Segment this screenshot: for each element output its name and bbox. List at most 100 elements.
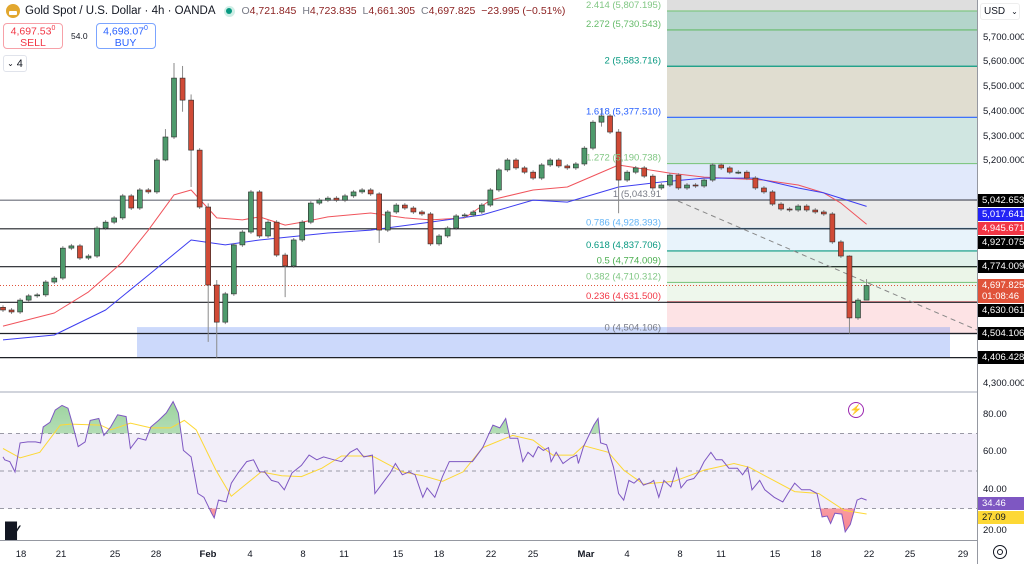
time-tick-label: 18 [433, 549, 445, 560]
candle-body [504, 159, 511, 171]
candle-body [85, 255, 92, 259]
time-tick-label: 29 [957, 549, 969, 560]
time-axis[interactable]: 18 21 25 28 Feb 4 8 11 15 18 22 25 Mar 4 8 11 15 18 22 25 29 [0, 540, 977, 565]
candle [162, 129, 169, 162]
symbol-name[interactable]: Gold Spot [25, 5, 77, 17]
time-tick-label: Feb [199, 549, 217, 560]
candle-body [538, 164, 545, 179]
price-badge-value: 4,630.061 [982, 305, 1024, 317]
candle-body [102, 221, 109, 229]
candle-body [769, 191, 776, 205]
high-label: H [302, 5, 310, 17]
candle [410, 206, 417, 214]
candle-body [838, 241, 844, 257]
time-tick-label: 8 [300, 549, 306, 560]
candle-body [350, 191, 357, 197]
candle [205, 203, 211, 342]
time-tick-label: 25 [527, 549, 539, 560]
fib-zone [667, 117, 977, 164]
fib-zone [667, 301, 977, 334]
candle [188, 94, 194, 187]
price-badge: 4,927.075 [978, 235, 1024, 249]
candle-body [530, 171, 536, 179]
candle-body [846, 255, 853, 319]
candle-body [478, 204, 485, 213]
candle [590, 120, 596, 151]
lightning-icon[interactable]: ⚡ [848, 402, 864, 418]
symbol-separator: / [79, 5, 83, 17]
price-badge-value: 4,945.671 [982, 222, 1024, 234]
dashed-trendline[interactable] [677, 200, 977, 331]
rsi-pane [0, 400, 977, 534]
fibonacci-retracement[interactable] [667, 0, 977, 335]
buy-button[interactable]: 4,698.070 BUY [95, 23, 156, 49]
rsi-tick-label: 40.00 [983, 483, 1007, 495]
candle [786, 207, 793, 212]
candle [402, 203, 408, 211]
fib-level-label: 2.272 (5,730.543) [586, 19, 661, 30]
candle-body [701, 179, 707, 187]
candle [350, 189, 357, 198]
symbol-legend: Gold Spot / U.S. Dollar · 4h · OANDA O4,… [6, 4, 568, 18]
close-label: C [421, 5, 429, 17]
candle [555, 158, 562, 168]
price-badge-value: 4,406.428 [982, 352, 1024, 364]
candle [222, 291, 229, 325]
chart-canvas[interactable]: 2.414 (5,807.195) 2.272 (5,730.543) 2 (5,5… [0, 0, 977, 540]
candle [453, 213, 459, 231]
currency-selector[interactable]: USD ⌄ [980, 3, 1020, 20]
candle-body [419, 211, 425, 215]
settings-icon[interactable] [993, 545, 1007, 559]
candle [137, 187, 143, 211]
candle-body [615, 131, 622, 181]
candle-body [436, 235, 442, 245]
candle [85, 254, 92, 261]
candle-body [513, 159, 519, 169]
candle [607, 113, 613, 135]
candle-body [119, 195, 126, 219]
candle [68, 243, 75, 251]
price-badge: 4,774.009 [978, 260, 1024, 274]
indicators-collapse-button[interactable]: ⌄ 4 [3, 55, 27, 72]
buy-price-sup: 0 [144, 25, 148, 33]
candle-body [684, 184, 690, 189]
price-badge-value: 5,017.641 [982, 208, 1024, 220]
candle [307, 201, 314, 225]
candle [649, 174, 656, 190]
candle [761, 186, 767, 194]
candle [461, 212, 468, 218]
candle-body [812, 209, 819, 213]
support-zone-box[interactable] [137, 327, 950, 358]
price-badge: 4,945.671 [978, 221, 1024, 235]
candle [598, 109, 605, 127]
trendline[interactable] [677, 200, 977, 331]
candle-body [325, 197, 331, 201]
candle [701, 178, 707, 188]
chevron-down-icon: ⌄ [7, 59, 14, 68]
rsi-line [2, 400, 867, 534]
rsi-ma-value-badge: 27.09 [978, 510, 1024, 524]
price-badge-value: 4,774.009 [982, 261, 1024, 273]
candle [231, 242, 237, 296]
support-zone-rectangle[interactable] [137, 327, 950, 358]
candle-body [521, 167, 528, 173]
fib-level-label: 1.272 (5,190.738) [586, 153, 661, 164]
buy-label: BUY [114, 36, 137, 49]
candle [128, 193, 135, 211]
candle [624, 170, 630, 183]
candle [290, 237, 297, 268]
tradingview-logo[interactable]: █⁄ [5, 522, 18, 541]
sell-button[interactable]: 4,697.530 SELL [3, 23, 63, 49]
time-tick-label: Mar [577, 549, 595, 560]
fib-zone [667, 282, 977, 302]
price-badge-value: 4,504.106 [982, 327, 1024, 339]
candle-body [590, 121, 596, 149]
candle [213, 280, 220, 358]
candle-body [718, 164, 725, 169]
candle [333, 196, 340, 203]
candle [581, 146, 588, 166]
candle-body [162, 136, 169, 161]
price-tick-label: 5,700.000 [983, 31, 1024, 43]
rsi-value-badge: 34.46 [978, 496, 1024, 510]
candle [282, 252, 288, 298]
